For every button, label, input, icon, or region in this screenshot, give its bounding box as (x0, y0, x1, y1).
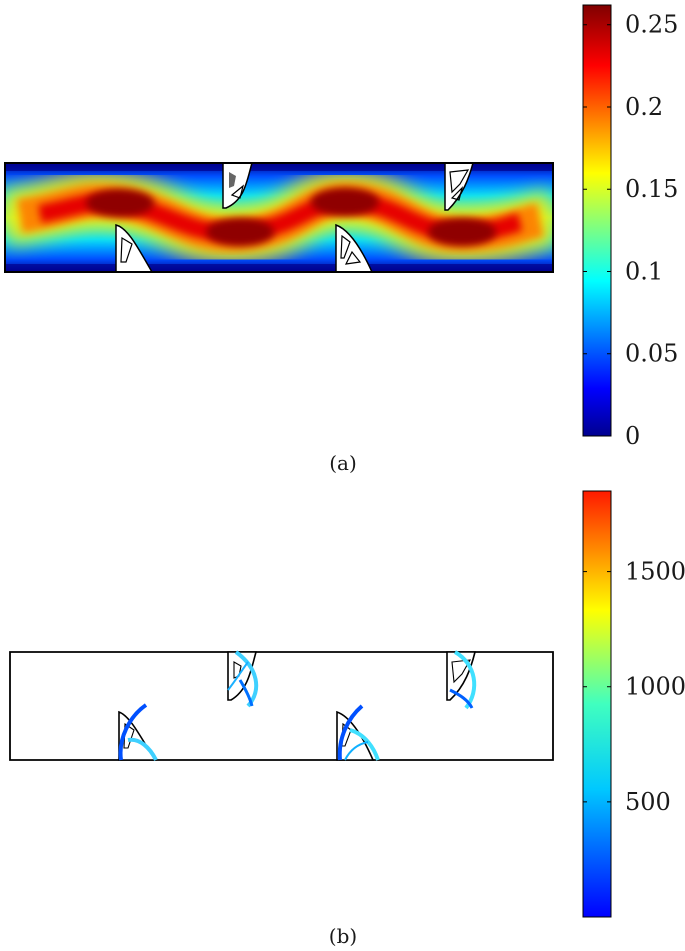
flap-top-2-stress (446, 650, 477, 710)
caption-a: (a) (329, 451, 357, 475)
colorbar-a-tick-label: 0.1 (625, 257, 663, 285)
colorbar-a-tick-label: 0.15 (625, 175, 678, 203)
flap-bottom-1-stress (118, 703, 158, 761)
colorbar-b: 500 1000 1500 (582, 490, 685, 918)
channel-outline-b (9, 651, 554, 761)
flap-bottom-2-stress (336, 704, 380, 761)
colorbar-a: 0 0.05 0.1 0.15 0.2 0.25 (582, 4, 678, 450)
channel-outline (4, 162, 554, 273)
panel-b: 500 1000 1500 (b) (9, 490, 685, 948)
flap-top-1-stress (227, 650, 258, 708)
colorbar-a-tick-label: 0.2 (625, 93, 663, 121)
colorbar-a-tick-label: 0.05 (625, 340, 678, 368)
colorbar-a-tick-label: 0 (625, 422, 640, 450)
panel-a: 0 0.05 0.1 0.15 0.2 0.25 (a) (4, 4, 678, 475)
velocity-field (5, 163, 553, 272)
colorbar-b-tick-label: 1000 (625, 673, 685, 701)
colorbar-b-tick-label: 1500 (625, 558, 685, 586)
flap-top-1 (222, 163, 253, 209)
colorbar-b-tick-label: 500 (625, 788, 671, 816)
colorbar-a-tick-label: 0.25 (625, 11, 678, 39)
caption-b: (b) (329, 924, 357, 948)
